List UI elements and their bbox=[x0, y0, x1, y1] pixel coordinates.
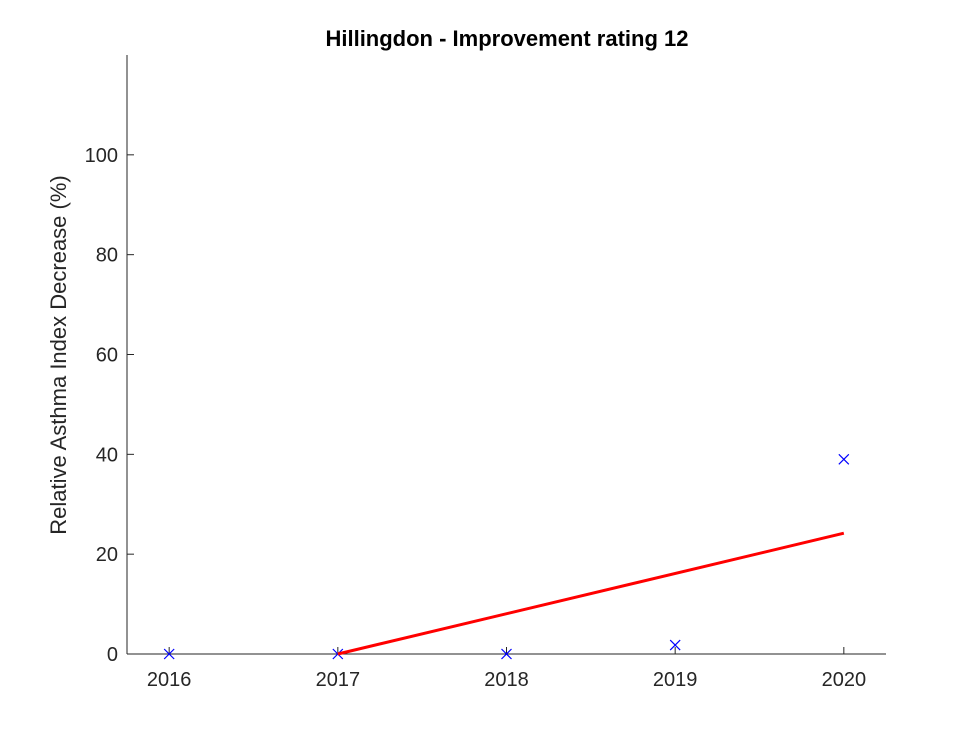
y-axis-label: Relative Asthma Index Decrease (%) bbox=[46, 175, 71, 535]
x-tick-label: 2019 bbox=[653, 669, 698, 691]
trend-line bbox=[337, 531, 845, 656]
data-point bbox=[163, 648, 175, 660]
y-tick-label: 0 bbox=[107, 644, 118, 666]
y-tick-label: 100 bbox=[85, 145, 118, 167]
series-layer bbox=[163, 453, 850, 660]
y-tick-label: 20 bbox=[96, 544, 118, 566]
x-tick-label: 2016 bbox=[147, 669, 192, 691]
data-point bbox=[669, 639, 681, 651]
y-tick-label: 80 bbox=[96, 245, 118, 267]
chart-title: Hillingdon - Improvement rating 12 bbox=[325, 26, 688, 51]
y-ticks: 0 20 40 60 80 100 bbox=[85, 145, 134, 666]
x-tick-label: 2018 bbox=[484, 669, 529, 691]
data-point bbox=[838, 453, 850, 465]
x-tick-label: 2020 bbox=[822, 669, 867, 691]
y-tick-label: 60 bbox=[96, 345, 118, 367]
x-ticks: 2016 2017 2018 2019 2020 bbox=[147, 647, 866, 691]
data-point bbox=[501, 648, 512, 660]
y-tick-label: 40 bbox=[96, 444, 118, 466]
x-tick-label: 2017 bbox=[316, 669, 361, 691]
